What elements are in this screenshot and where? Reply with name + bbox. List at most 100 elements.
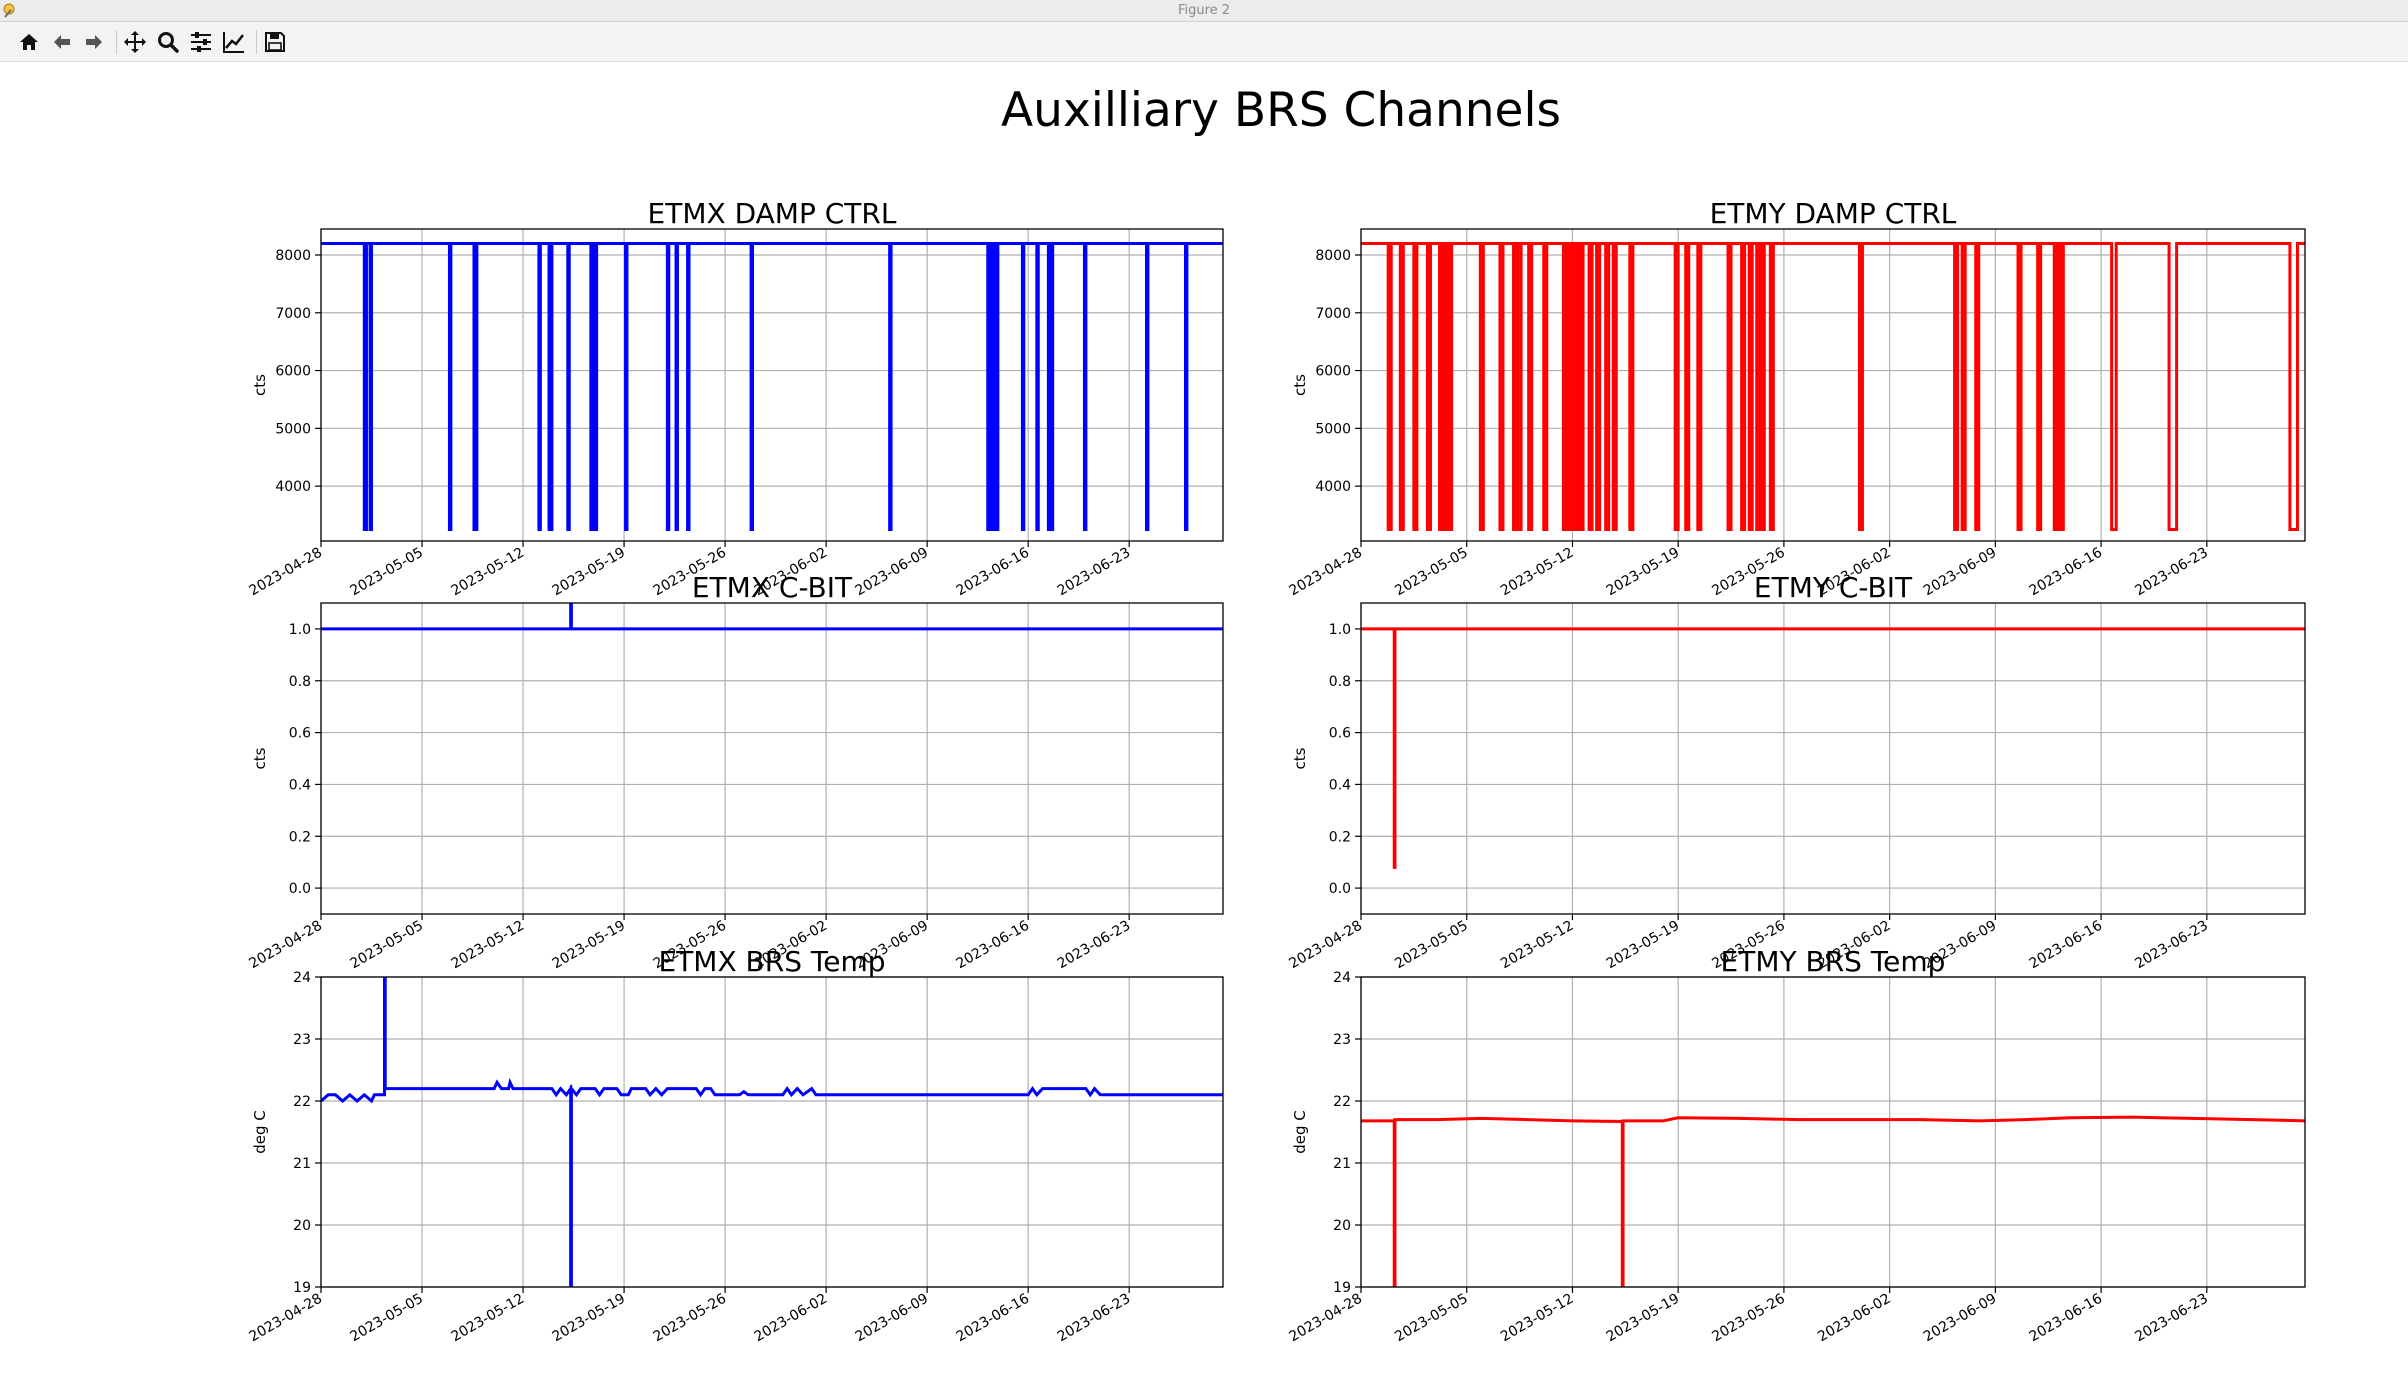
x-tick-label: 2023-05-19	[1604, 918, 1682, 973]
axes-title: ETMY BRS Temp	[1721, 945, 1946, 978]
window-titlebar: Figure 2	[0, 0, 2408, 22]
y-axis-label: cts	[251, 747, 269, 769]
subplot-3: 2023-04-28 2023-05-05 2023-05-12 2023-05-19…	[247, 571, 1224, 973]
x-tick-label: 2023-06-16	[954, 545, 1033, 600]
x-tick-label: 2023-06-23	[2132, 1291, 2210, 1346]
x-tick-label: 2023-05-05	[348, 918, 426, 973]
series-line	[321, 603, 1223, 631]
pan-button[interactable]	[120, 27, 150, 57]
x-tick-label: 2023-06-16	[2027, 545, 2106, 600]
x-tick-label: 2023-05-12	[449, 1291, 527, 1346]
y-tick-label: 0.2	[289, 829, 311, 845]
home-button[interactable]	[14, 27, 44, 57]
subplot-5: 2023-04-28 2023-05-05 2023-05-12 2023-05-19…	[247, 945, 1224, 1346]
x-tick-label: 2023-06-09	[853, 1291, 931, 1346]
y-tick-label: 5000	[1315, 421, 1351, 437]
figure-canvas: Auxilliary BRS Channels 2023-04-28 2023-0…	[0, 62, 2408, 1386]
x-tick-label: 2023-05-12	[1498, 545, 1576, 600]
x-tick-label: 2023-04-28	[247, 545, 325, 600]
axes-frame	[320, 976, 1224, 1288]
x-tick-label: 2023-05-19	[550, 918, 628, 973]
y-tick-label: 6000	[275, 364, 311, 380]
figure-suptitle: Auxilliary BRS Channels	[1001, 83, 1561, 138]
x-tick-label: 2023-05-05	[1392, 1291, 1470, 1346]
x-tick-label: 2023-06-16	[2027, 918, 2106, 973]
series-line	[1361, 1115, 2305, 1287]
y-tick-label: 1.0	[1329, 622, 1351, 638]
x-tick-label: 2023-06-02	[752, 1291, 830, 1346]
y-tick-label: 0.6	[1329, 726, 1351, 742]
edit-axes-button[interactable]	[219, 27, 249, 57]
x-tick-label: 2023-05-12	[1498, 918, 1576, 973]
back-button[interactable]	[47, 27, 77, 57]
x-tick-label: 2023-05-26	[1709, 1291, 1788, 1346]
x-tick-label: 2023-05-05	[1392, 918, 1470, 973]
series-line	[321, 977, 1223, 1287]
forward-button[interactable]	[79, 27, 109, 57]
y-tick-label: 7000	[1315, 306, 1351, 322]
y-axis-label: cts	[1291, 374, 1309, 396]
window-title: Figure 2	[1177, 3, 1231, 18]
y-tick-label: 23	[1333, 1032, 1351, 1048]
forward-arrow-icon	[86, 35, 102, 49]
subplot-6: 2023-04-28 2023-05-05 2023-05-12 2023-05-19…	[1287, 945, 2306, 1346]
zoom-button[interactable]	[153, 27, 183, 57]
y-tick-label: 20	[293, 1218, 311, 1234]
subplots-button[interactable]	[186, 27, 216, 57]
back-arrow-icon	[54, 35, 70, 49]
y-tick-label: 6000	[1315, 364, 1351, 380]
subplot-2: 2023-04-28 2023-05-05 2023-05-12 2023-05-19…	[1287, 197, 2306, 600]
axes-frame	[1360, 602, 2306, 915]
axes-frame	[1360, 976, 2306, 1288]
x-tick-label: 2023-06-02	[1815, 1291, 1893, 1346]
x-tick-label: 2023-06-23	[1055, 918, 1133, 973]
x-tick-label: 2023-05-19	[1604, 545, 1682, 600]
y-tick-label: 21	[293, 1156, 311, 1172]
save-icon	[265, 32, 285, 52]
zoom-icon	[158, 32, 179, 53]
x-tick-label: 2023-06-09	[1921, 1291, 1999, 1346]
axes-title: ETMX C-BIT	[692, 571, 853, 604]
x-tick-label: 2023-04-28	[1287, 918, 1365, 973]
figure-svg: Auxilliary BRS Channels 2023-04-28 2023-0…	[247, 83, 2306, 1346]
y-tick-label: 24	[1333, 970, 1351, 986]
series-line	[1361, 627, 2305, 869]
save-button[interactable]	[260, 27, 290, 57]
x-tick-label: 2023-04-28	[247, 1291, 325, 1346]
axes-title: ETMY C-BIT	[1754, 571, 1913, 604]
x-tick-label: 2023-06-16	[954, 1291, 1033, 1346]
y-tick-label: 22	[1333, 1094, 1351, 1110]
series-line	[321, 241, 1223, 531]
y-axis-label: cts	[1291, 747, 1309, 769]
y-tick-label: 0.0	[1329, 881, 1351, 897]
axes-title: ETMX DAMP CTRL	[648, 197, 897, 230]
y-tick-label: 0.0	[289, 881, 311, 897]
x-tick-label: 2023-06-16	[954, 918, 1033, 973]
y-tick-label: 20	[1333, 1218, 1351, 1234]
x-tick-label: 2023-06-09	[853, 545, 931, 600]
x-tick-label: 2023-05-19	[1604, 1291, 1682, 1346]
x-tick-label: 2023-05-12	[449, 918, 527, 973]
x-tick-label: 2023-06-23	[2132, 918, 2210, 973]
axes-frame	[320, 602, 1224, 915]
subplots-icon	[191, 32, 211, 52]
x-tick-label: 2023-05-12	[1498, 1291, 1576, 1346]
y-tick-label: 4000	[1315, 479, 1351, 495]
y-tick-label: 0.4	[1329, 777, 1351, 793]
y-axis-label: deg C	[1291, 1110, 1309, 1154]
pan-icon	[124, 31, 146, 53]
x-tick-label: 2023-06-09	[1921, 545, 1999, 600]
x-tick-label: 2023-05-05	[348, 1291, 426, 1346]
y-tick-label: 0.4	[289, 777, 311, 793]
y-tick-label: 23	[293, 1032, 311, 1048]
axes-title: ETMX BRS Temp	[659, 945, 886, 978]
y-tick-label: 22	[293, 1094, 311, 1110]
x-tick-label: 2023-05-05	[348, 545, 426, 600]
x-tick-label: 2023-05-26	[651, 1291, 730, 1346]
home-icon	[20, 34, 38, 50]
x-tick-label: 2023-05-19	[550, 545, 628, 600]
x-tick-label: 2023-06-23	[1055, 1291, 1133, 1346]
axes-frame	[1360, 228, 2306, 542]
y-tick-label: 0.6	[289, 726, 311, 742]
x-tick-label: 2023-04-28	[247, 918, 325, 973]
